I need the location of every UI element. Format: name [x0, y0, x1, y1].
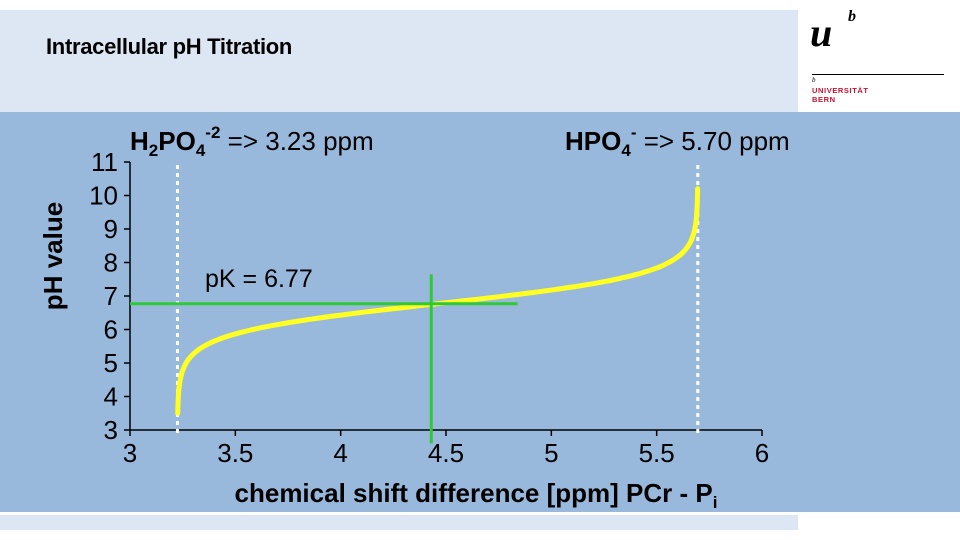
acid-value: => 3.23 ppm — [220, 126, 373, 156]
logo-small-mark: b — [812, 76, 816, 84]
y-tick-label-11: 11 — [91, 147, 118, 177]
slide-title: Intracellular pH Titration — [46, 34, 293, 59]
university-logo: u b b UNIVERSITÄT BERN — [810, 8, 950, 108]
y-tick-label-3: 3 — [104, 415, 118, 445]
y-axis-label: pH value — [38, 202, 68, 310]
x-tick-label-4: 4 — [333, 438, 347, 468]
acid-sub-2: 2 — [149, 141, 158, 160]
y-axis-ticks: 34 56 78 910 11 — [89, 147, 130, 445]
slide-footer — [0, 515, 798, 530]
y-tick-label-4: 4 — [104, 382, 118, 412]
x-axis-label-sub: i — [713, 493, 718, 512]
pk-label: pK = 6.77 — [205, 265, 313, 293]
chart-panel — [0, 112, 960, 512]
acid-po: PO — [158, 126, 196, 156]
acid-h: H — [130, 126, 149, 156]
slide-header: Intracellular pH Titration — [0, 10, 798, 112]
logo-mark: u — [810, 10, 833, 55]
x-tick-label-4.5: 4.5 — [428, 438, 464, 468]
acid-sub-4: 4 — [196, 141, 206, 160]
x-tick-label-6: 6 — [755, 438, 769, 468]
acid-annotation: H2PO4-2 => 3.23 ppm — [130, 123, 374, 160]
base-annotation: HPO4- => 5.70 ppm — [565, 123, 790, 160]
base-sub-4: 4 — [621, 141, 631, 160]
x-axis-label-main: chemical shift difference [ppm] PCr - P — [235, 478, 713, 508]
logo-superscript: b — [848, 8, 856, 25]
x-tick-label-3: 3 — [123, 438, 137, 468]
titration-curve — [175, 186, 701, 416]
x-axis-ticks: 3 3.5 4 4.5 5 5.5 6 — [123, 430, 769, 468]
y-tick-label-7: 7 — [104, 281, 118, 311]
logo-rule — [812, 74, 944, 75]
y-tick-label-6: 6 — [104, 315, 118, 345]
base-sup-charge: - — [631, 123, 637, 142]
y-tick-label-8: 8 — [104, 248, 118, 278]
acid-sup-charge: -2 — [205, 123, 220, 142]
y-tick-label-5: 5 — [104, 348, 118, 378]
x-tick-label-3.5: 3.5 — [217, 438, 253, 468]
x-tick-label-5: 5 — [544, 438, 558, 468]
base-value: => 5.70 ppm — [636, 126, 789, 156]
base-hpo: HPO — [565, 126, 621, 156]
x-axis-label: chemical shift difference [ppm] PCr - Pi — [235, 478, 718, 512]
logo-text-universitat: UNIVERSITÄT — [812, 86, 869, 95]
logo-text-bern: BERN — [812, 95, 836, 104]
x-tick-label-5.5: 5.5 — [639, 438, 675, 468]
y-tick-label-9: 9 — [104, 214, 118, 244]
y-tick-label-10: 10 — [89, 181, 118, 211]
